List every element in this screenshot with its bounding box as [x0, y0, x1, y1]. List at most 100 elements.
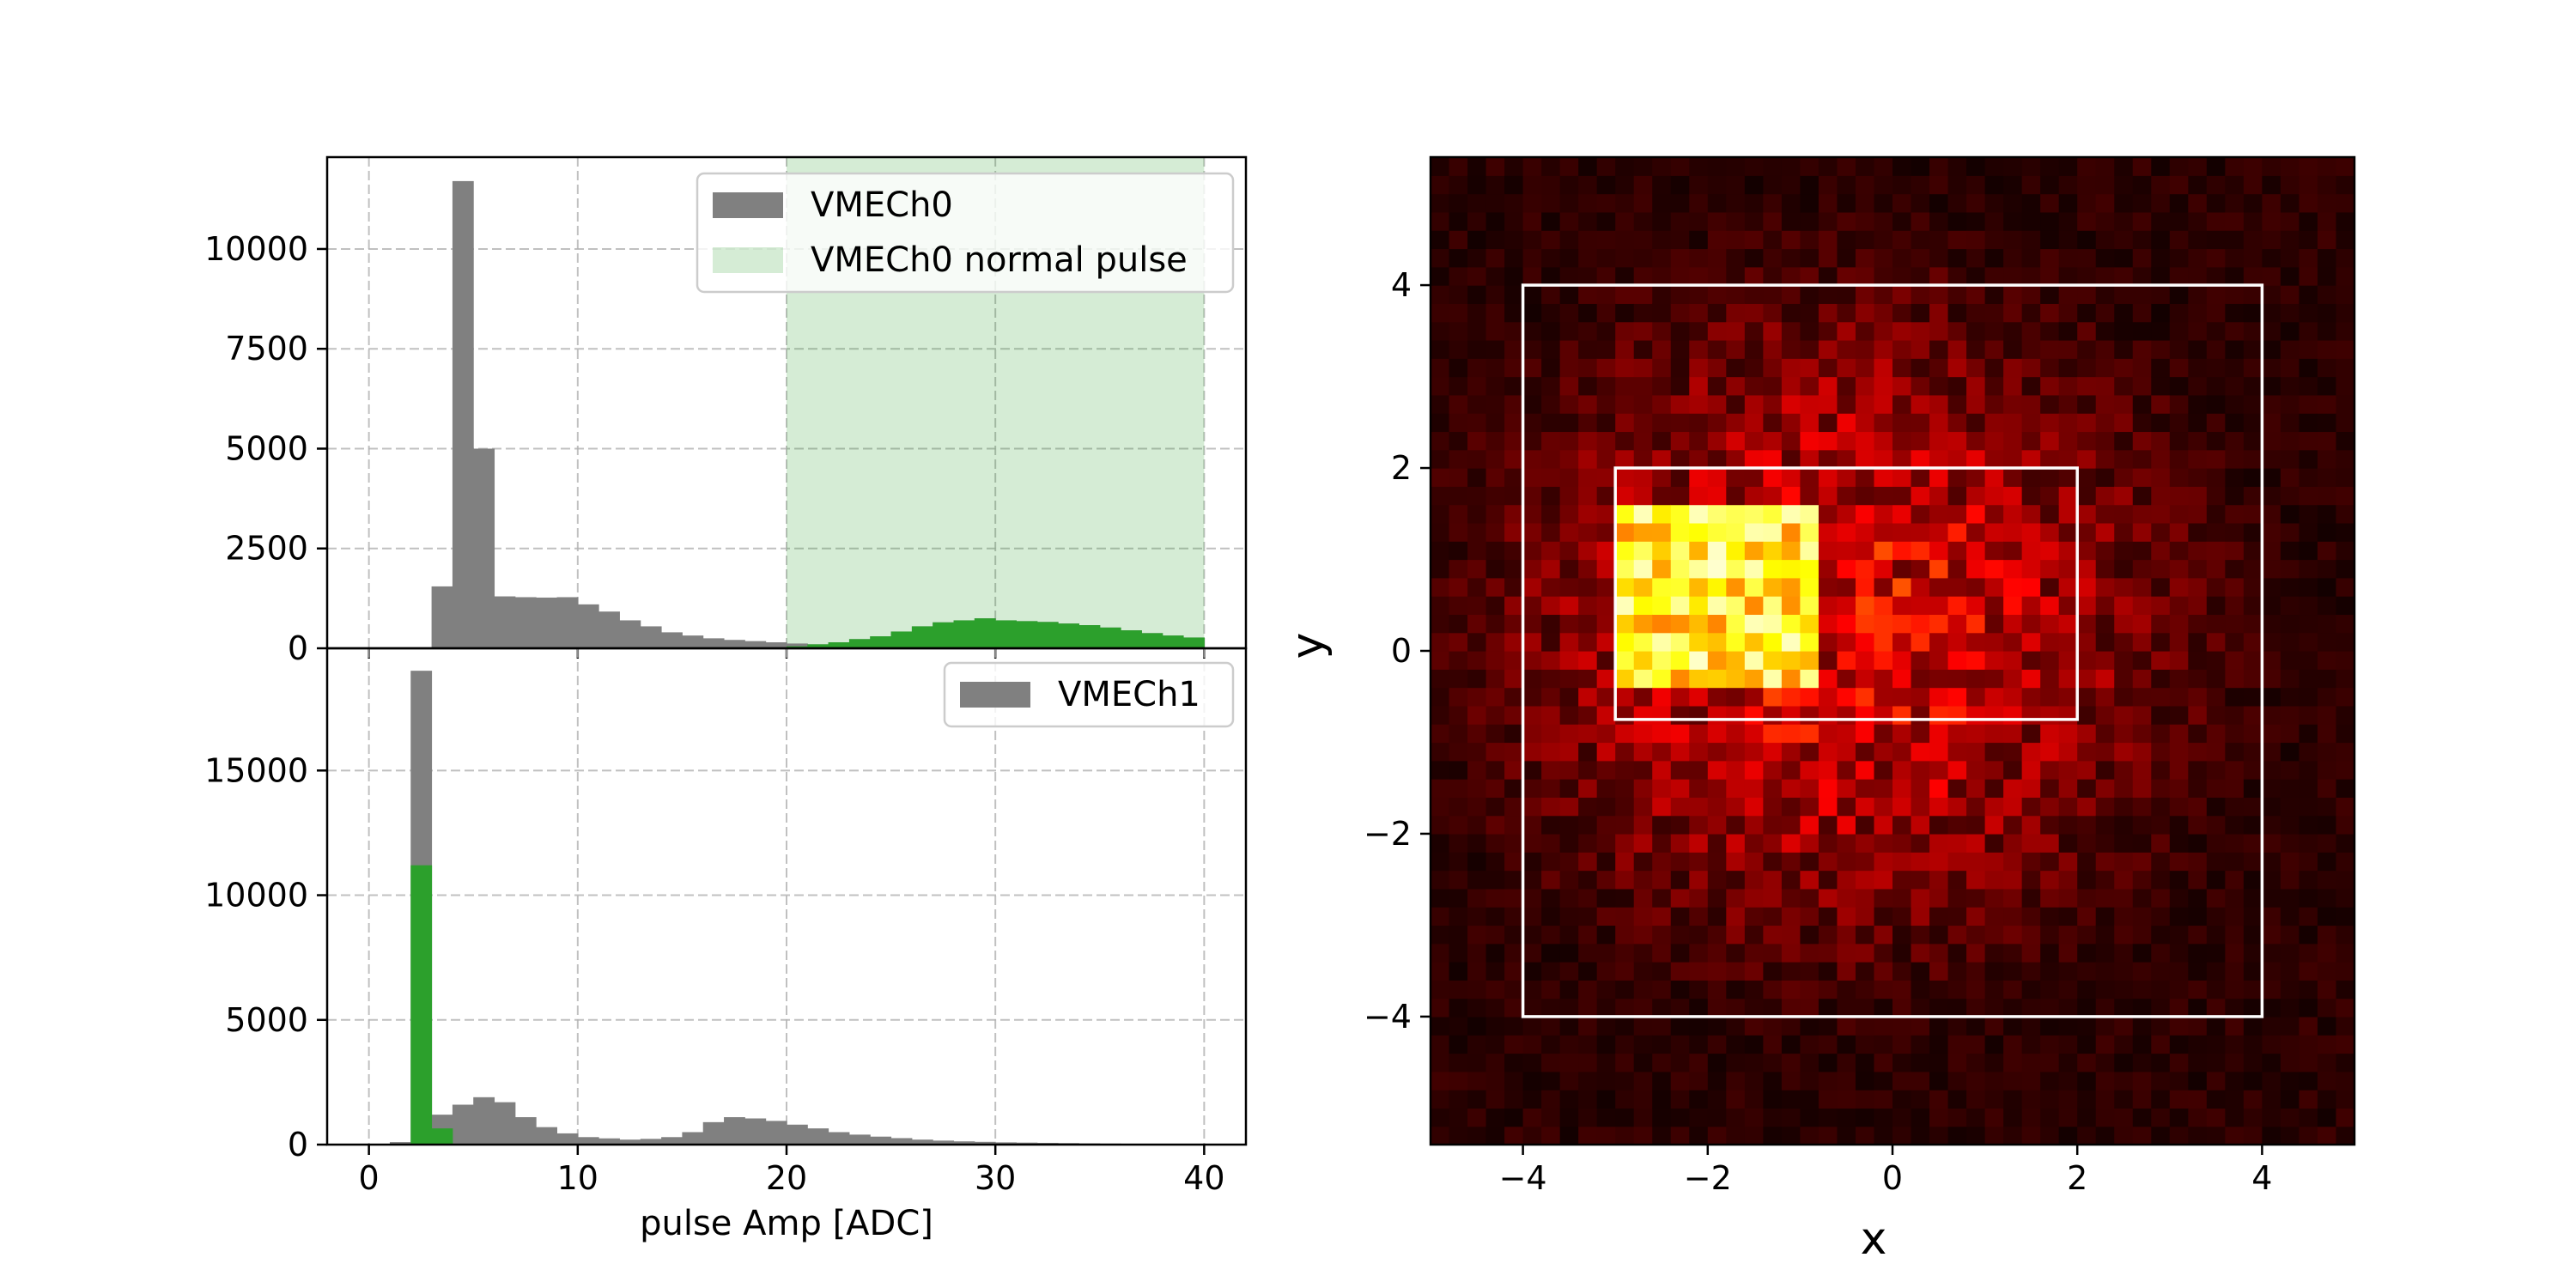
heatmap-cell [1781, 669, 1801, 689]
heatmap-cell [1911, 815, 1930, 835]
heatmap-cell [1781, 157, 1801, 176]
heatmap-cell [1559, 925, 1579, 945]
heatmap-cell [1707, 760, 1727, 780]
heatmap-cell [2188, 724, 2208, 744]
heatmap-cell [2077, 248, 2097, 268]
heatmap-cell [1744, 651, 1764, 670]
heatmap-cell [2003, 797, 2023, 817]
heatmap-cell [1485, 486, 1505, 506]
heatmap-cell [1800, 705, 1820, 725]
heatmap-cells [1431, 157, 2355, 1145]
histogram-bar [494, 1102, 516, 1145]
heatmap-cell [1837, 833, 1856, 853]
heatmap-cell [1837, 1126, 1856, 1145]
heatmap-cell [2225, 797, 2245, 817]
heatmap-cell [1855, 1053, 1875, 1072]
heatmap-cell [2132, 833, 2152, 853]
heatmap-cell [2262, 870, 2281, 890]
heatmap-cell [1431, 724, 1450, 744]
heatmap-cell [1855, 413, 1875, 433]
heatmap-cell [1670, 1035, 1690, 1054]
heatmap-cell [2169, 833, 2189, 853]
heatmap-cell [2151, 211, 2171, 231]
heatmap-cell [2058, 724, 2078, 744]
heatmap-cell [2262, 614, 2281, 634]
heatmap-cell [1893, 504, 1912, 524]
heatmap-cell [2336, 760, 2355, 780]
heatmap-cell [2003, 541, 2023, 561]
heatmap-cell [2021, 376, 2041, 396]
heatmap-cell [1781, 907, 1801, 927]
heatmap-cell [1449, 504, 1468, 524]
heatmap-cell [1559, 1035, 1579, 1054]
heatmap-cell [2132, 852, 2152, 872]
heatmap-cell [2151, 852, 2171, 872]
heatmap-cell [2132, 285, 2152, 304]
heatmap-cell [2280, 522, 2300, 542]
heatmap-cell [2317, 449, 2337, 469]
heatmap-cell [2262, 797, 2281, 817]
heatmap-cell [1800, 1108, 1820, 1127]
heatmap-cell [1633, 815, 1653, 835]
heatmap-cell [2262, 449, 2281, 469]
heatmap-cell [1929, 1035, 1949, 1054]
heatmap-cell [2058, 541, 2078, 561]
heatmap-cell [1578, 559, 1598, 579]
heatmap-cell [1578, 266, 1598, 286]
heatmap-cell [2317, 669, 2337, 689]
heatmap-cell [1911, 870, 1930, 890]
heatmap-cell [1431, 943, 1450, 963]
heatmap-cell [2243, 651, 2263, 670]
heatmap-cell [1984, 687, 2004, 707]
heatmap-cell [1485, 193, 1505, 213]
heatmap-cell [2188, 815, 2208, 835]
heatmap-cell [2299, 358, 2318, 378]
heatmap-cell [1670, 211, 1690, 231]
heatmap-cell [2317, 833, 2337, 853]
heatmap-cell [1504, 962, 1524, 981]
heatmap-cell [1818, 431, 1838, 451]
heatmap-cell [1522, 504, 1542, 524]
heatmap-cell [1781, 962, 1801, 981]
heatmap-cell [1467, 907, 1487, 927]
heatmap-cell [2058, 468, 2078, 487]
heatmap-cell [1929, 1071, 1949, 1091]
heatmap-cell [1837, 596, 1856, 616]
heatmap-cell [1485, 724, 1505, 744]
heatmap-cell [2225, 175, 2245, 195]
heatmap-cell [1911, 175, 1930, 195]
heatmap-cell [1911, 669, 1930, 689]
heatmap-cell [1763, 596, 1783, 616]
heatmap-cell [2336, 1016, 2355, 1036]
heatmap-cell [2151, 943, 2171, 963]
heatmap-cell [1633, 797, 1653, 817]
heatmap-cell [2114, 431, 2134, 451]
heatmap-cell [1633, 339, 1653, 359]
heatmap-cell [2188, 211, 2208, 231]
heatmap-cell [1449, 266, 1468, 286]
heatmap-cell [2336, 815, 2355, 835]
histogram-bar [556, 1133, 579, 1145]
heatmap-cell [2169, 577, 2189, 597]
heatmap-cell [1781, 248, 1801, 268]
heatmap-cell [1522, 614, 1542, 634]
heatmap-cell [2243, 376, 2263, 396]
heatmap-cell [1966, 577, 1986, 597]
heatmap-cell [1541, 559, 1561, 579]
heatmap-cell [1504, 742, 1524, 762]
histogram-bar [536, 1127, 557, 1145]
heatmap-cell [2095, 651, 2115, 670]
heatmap-cell [1449, 852, 1468, 872]
heatmap-cell [2299, 468, 2318, 487]
heatmap-cell [1596, 358, 1616, 378]
heatmap-cell [2243, 504, 2263, 524]
heatmap-cell [1633, 504, 1653, 524]
heatmap-cell [1559, 596, 1579, 616]
heatmap-cell [1781, 980, 1801, 999]
heatmap-cell [2058, 943, 2078, 963]
heatmap-cell [2169, 907, 2189, 927]
heatmap-cell [1670, 998, 1690, 1018]
heatmap-cell [2206, 1108, 2226, 1127]
heatmap-cell [2095, 724, 2115, 744]
heatmap-cell [2003, 1090, 2023, 1109]
